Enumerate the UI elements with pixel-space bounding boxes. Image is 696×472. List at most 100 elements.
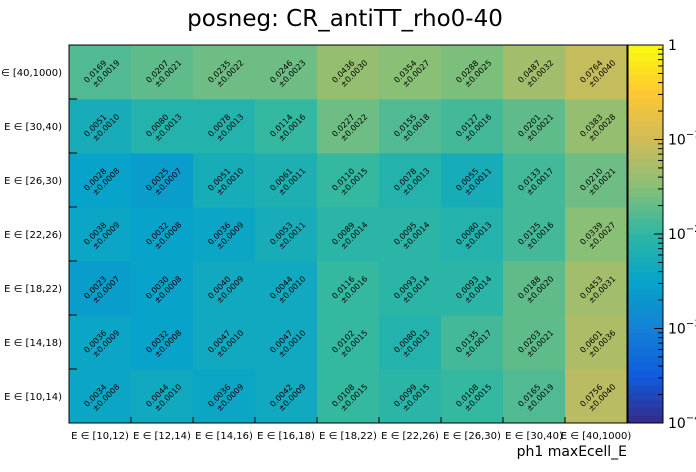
colorbar-tick-exponent: −3 [686,319,696,330]
heatmap-cell-rect [317,153,380,208]
heatmap-cell: 0.0044±0.0010 [255,261,318,316]
heatmap-cell-rect [255,153,318,208]
heatmap-cells: 0.0034±0.0008 0.0044±0.0010 0.0036±0.0009 0… [69,45,628,424]
colorbar-band [628,97,663,106]
heatmap-cell-rect [317,315,380,370]
colorbar-band [628,362,663,371]
heatmap-cell: 0.0764±0.0040 [565,45,628,100]
heatmap-cell-rect [379,261,442,316]
colorbar-band [628,120,663,129]
heatmap-cell: 0.0288±0.0025 [441,45,504,100]
heatmap-cell: 0.0044±0.0010 [131,369,194,424]
heatmap-cell-rect [503,45,566,100]
heatmap-cell-rect [379,207,442,262]
heatmap-cell: 0.0487±0.0032 [503,45,566,100]
heatmap-cell-rect [193,99,256,154]
plot-frame [68,44,628,424]
x-tick-label: E ∈ [10,12) [71,431,129,442]
heatmap-cell-rect [565,369,628,424]
colorbar-band [628,67,663,76]
colorbar-band [628,400,663,409]
heatmap-cell: 0.0099±0.0015 [379,369,442,424]
colorbar-band [628,392,663,401]
colorbar-band [628,294,663,303]
heatmap-cell-rect [193,207,256,262]
colorbar-band [628,302,663,311]
colorbar-band [628,332,663,341]
colorbar-tick-label: 1 [668,38,677,54]
colorbar-tick-base: 10 [668,227,686,243]
heatmap-cell: 0.0034±0.0008 [69,369,132,424]
heatmap-cell: 0.0102±0.0015 [317,315,380,370]
x-tick-label: E ∈ [18,22) [319,431,377,442]
x-axis-label: ph1 maxEcell_E [517,444,627,460]
y-tick-label: E ∈ [10,14) [4,392,62,403]
heatmap-cell-rect [565,261,628,316]
heatmap-cell: 0.0453±0.0031 [565,261,628,316]
heatmap-cell: 0.0108±0.0015 [441,369,504,424]
heatmap-cell-rect [565,315,628,370]
heatmap-cell: 0.0201±0.0021 [503,99,566,154]
heatmap-cell-rect [441,261,504,316]
heatmap-cell-rect [69,99,132,154]
heatmap-cell: 0.0053±0.0011 [255,207,318,262]
heatmap-cell: 0.0089±0.0014 [317,207,380,262]
colorbar-band [628,181,663,190]
colorbar-band [628,309,663,318]
heatmap-cell-rect [503,315,566,370]
heatmap-cell-rect [69,315,132,370]
colorbar-tick-exponent: −2 [686,224,696,235]
colorbar-band [628,196,663,205]
heatmap-cell: 0.0235±0.0022 [193,45,256,100]
heatmap-cell-rect [131,207,194,262]
x-tick-label: E ∈ [14,16) [195,431,253,442]
colorbar-band [628,173,663,182]
y-tick-label: E ∈ [14,18) [4,338,62,349]
colorbar-band [628,188,663,197]
heatmap-cell: 0.0023±0.0007 [69,261,132,316]
heatmap-cell-rect [317,45,380,100]
colorbar-tick-exponent: −1 [686,130,696,141]
y-tick-label: E ∈ [40,1000) [0,68,62,79]
heatmap-cell: 0.0133±0.0017 [503,153,566,208]
heatmap-cell-rect [255,45,318,100]
colorbar-band [628,347,663,356]
heatmap-cell-rect [317,369,380,424]
colorbar-band [628,385,663,394]
x-axis-tick-labels: E ∈ [10,12) E ∈ [12,14) E ∈ [14,16) E ∈ [16… [71,431,631,442]
y-axis-tick-labels: E ∈ [10,14) E ∈ [14,18) E ∈ [18,22) E ∈ [22… [0,68,62,403]
colorbar-band [628,143,663,152]
heatmap-cell: 0.0055±0.0011 [441,153,504,208]
heatmap-cell: 0.0601±0.0036 [565,315,628,370]
heatmap-cell: 0.0339±0.0027 [565,207,628,262]
colorbar-band [628,249,663,258]
heatmap-cell: 0.0025±0.0007 [131,153,194,208]
heatmap-cell: 0.0036±0.0009 [193,369,256,424]
colorbar-band [628,113,663,122]
heatmap-cell: 0.0116±0.0016 [317,261,380,316]
heatmap-cell-rect [441,45,504,100]
heatmap-cell-rect [193,369,256,424]
heatmap-cell-rect [69,207,132,262]
heatmap-cell: 0.0246±0.0023 [255,45,318,100]
colorbar-tick-base: 10 [668,133,686,149]
heatmap-cell: 0.0095±0.0014 [379,207,442,262]
heatmap-cell-rect [503,369,566,424]
colorbar-band [628,105,663,114]
heatmap-cell: 0.0227±0.0022 [317,99,380,154]
colorbar-tick-exponent: −4 [686,413,696,424]
heatmap-cell: 0.0110±0.0015 [317,153,380,208]
heatmap-cell-rect [131,99,194,154]
heatmap-cell: 0.0080±0.0013 [379,315,442,370]
heatmap-cell: 0.0354±0.0027 [379,45,442,100]
heatmap-cell: 0.0125±0.0016 [503,207,566,262]
heatmap-cell-rect [441,369,504,424]
colorbar-band [628,317,663,326]
colorbar-band [628,90,663,99]
heatmap-cell-rect [255,261,318,316]
heatmap-cell: 0.0030±0.0008 [131,261,194,316]
colorbar-band [628,203,663,212]
colorbar-band [628,377,663,386]
heatmap-cell: 0.0047±0.0010 [193,315,256,370]
heatmap-cell: 0.0078±0.0013 [193,99,256,154]
